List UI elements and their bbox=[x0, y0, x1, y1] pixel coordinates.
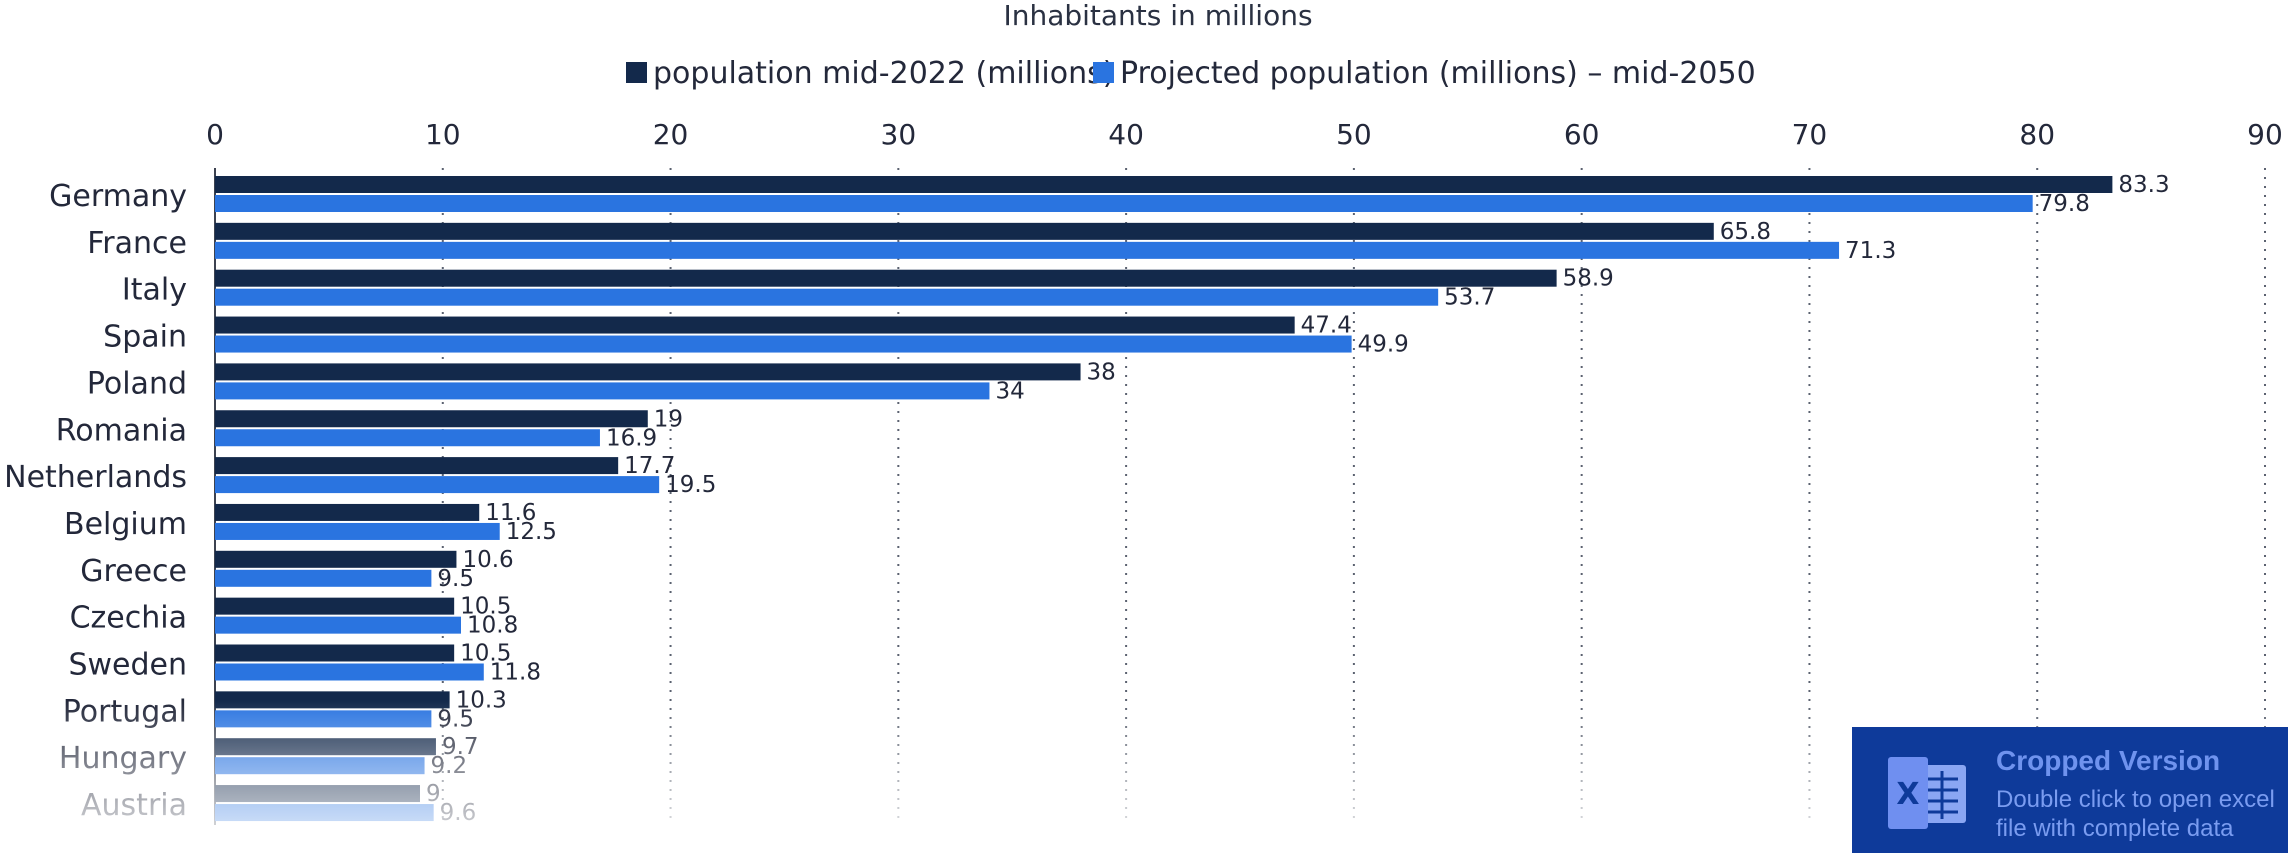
category-label-romania: Romania bbox=[56, 413, 187, 448]
bar-2022-germany bbox=[215, 176, 2113, 193]
x-axis-ticks: 0 10 20 30 40 50 60 70 80 90 bbox=[206, 118, 2283, 151]
category-label-sweden: Sweden bbox=[68, 648, 187, 683]
data-label: 9.2 bbox=[431, 753, 468, 779]
data-label: 47.4 bbox=[1301, 313, 1352, 339]
data-label: 49.9 bbox=[1358, 332, 1409, 358]
data-label: 10.6 bbox=[462, 547, 513, 573]
data-label: 9 bbox=[426, 781, 441, 807]
bar-2050-sweden bbox=[215, 663, 484, 681]
category-labels: Germany France Italy Spain Poland Romania Neth… bbox=[4, 179, 187, 823]
category-label-netherlands: Netherlands bbox=[4, 460, 187, 495]
bar-2022-netherlands bbox=[215, 457, 619, 475]
bar-2050-czechia bbox=[215, 616, 461, 634]
x-tick-label: 20 bbox=[653, 118, 689, 151]
category-label-italy: Italy bbox=[122, 273, 187, 308]
x-tick-label: 70 bbox=[1792, 118, 1828, 151]
data-label: 9.5 bbox=[437, 706, 474, 732]
bar-2022-romania bbox=[215, 410, 648, 428]
bar-2050-romania bbox=[215, 429, 600, 447]
category-label-belgium: Belgium bbox=[64, 507, 187, 542]
legend-label-2022: population mid-2022 (millions) bbox=[653, 56, 1114, 91]
data-label: 38 bbox=[1087, 359, 1116, 385]
data-label: 9.6 bbox=[440, 800, 477, 826]
data-label: 58.9 bbox=[1563, 266, 1614, 292]
x-tick-label: 60 bbox=[1564, 118, 1600, 151]
legend-swatch-2022 bbox=[626, 62, 647, 83]
banner-title: Cropped Version bbox=[1996, 745, 2221, 776]
svg-text:X: X bbox=[1896, 777, 1919, 812]
x-tick-label: 0 bbox=[206, 118, 224, 151]
bar-2022-czechia bbox=[215, 597, 455, 615]
open-excel-banner[interactable]: X Cropped Version Double click to open e… bbox=[1852, 727, 2288, 853]
bar-2050-germany bbox=[215, 195, 2033, 212]
bar-2022-sweden bbox=[215, 644, 455, 662]
bar-2022-poland bbox=[215, 363, 1081, 381]
banner-subtitle: Double click to open excel file with com… bbox=[1996, 786, 2275, 842]
data-label: 12.5 bbox=[506, 519, 557, 545]
category-label-czechia: Czechia bbox=[70, 601, 187, 636]
data-label: 83.3 bbox=[2118, 172, 2169, 198]
legend-label-2050: Projected population (millions) – mid-20… bbox=[1120, 56, 1756, 91]
data-label: 34 bbox=[995, 378, 1024, 404]
data-label: 17.7 bbox=[624, 453, 675, 479]
bar-2022-spain bbox=[215, 316, 1295, 334]
bar-2022-austria bbox=[215, 785, 420, 803]
bar-2022-france bbox=[215, 222, 1714, 240]
bar-2022-hungary bbox=[215, 738, 436, 756]
data-label: 10.5 bbox=[460, 594, 511, 620]
bar-2050-greece bbox=[215, 569, 432, 587]
data-label: 16.9 bbox=[606, 425, 657, 451]
category-label-greece: Greece bbox=[80, 554, 187, 589]
bar-2050-netherlands bbox=[215, 476, 660, 494]
bar-2050-portugal bbox=[215, 710, 432, 728]
x-tick-label: 80 bbox=[2019, 118, 2055, 151]
x-tick-label: 50 bbox=[1336, 118, 1372, 151]
excel-icon: X bbox=[1888, 757, 1966, 829]
legend-swatch-2050 bbox=[1093, 62, 1114, 83]
category-label-germany: Germany bbox=[49, 179, 187, 214]
x-tick-label: 30 bbox=[881, 118, 917, 151]
data-label: 10.5 bbox=[460, 641, 511, 667]
category-label-poland: Poland bbox=[87, 366, 187, 401]
x-tick-label: 90 bbox=[2247, 118, 2283, 151]
data-label: 65.8 bbox=[1720, 219, 1771, 245]
x-tick-label: 10 bbox=[425, 118, 461, 151]
data-label: 11.6 bbox=[485, 500, 536, 526]
bar-2050-poland bbox=[215, 382, 990, 400]
category-label-austria: Austria bbox=[81, 788, 187, 823]
x-tick-label: 40 bbox=[1108, 118, 1144, 151]
data-label: 53.7 bbox=[1444, 285, 1495, 311]
data-label: 9.5 bbox=[437, 566, 474, 592]
category-label-portugal: Portugal bbox=[63, 694, 187, 729]
bar-2022-greece bbox=[215, 550, 457, 568]
bar-2022-italy bbox=[215, 269, 1557, 287]
bar-2050-italy bbox=[215, 288, 1439, 306]
data-label: 71.3 bbox=[1845, 238, 1896, 264]
data-label: 10.8 bbox=[467, 613, 518, 639]
bars bbox=[215, 176, 2113, 822]
chart-title: Inhabitants in millions bbox=[1003, 0, 1312, 32]
bar-2050-belgium bbox=[215, 522, 500, 540]
data-label: 79.8 bbox=[2039, 191, 2090, 217]
legend: population mid-2022 (millions) Projected… bbox=[626, 56, 1756, 91]
bar-2050-austria bbox=[215, 804, 434, 822]
bar-2050-france bbox=[215, 241, 1840, 259]
category-label-spain: Spain bbox=[103, 320, 187, 355]
bar-2050-spain bbox=[215, 335, 1352, 353]
bar-2022-belgium bbox=[215, 503, 480, 521]
bar-2022-portugal bbox=[215, 691, 450, 709]
category-label-hungary: Hungary bbox=[59, 741, 187, 776]
data-label: 19 bbox=[654, 406, 683, 432]
data-label: 19.5 bbox=[665, 472, 716, 498]
category-label-france: France bbox=[87, 226, 187, 261]
bar-2050-hungary bbox=[215, 757, 425, 775]
data-label: 11.8 bbox=[490, 660, 541, 686]
